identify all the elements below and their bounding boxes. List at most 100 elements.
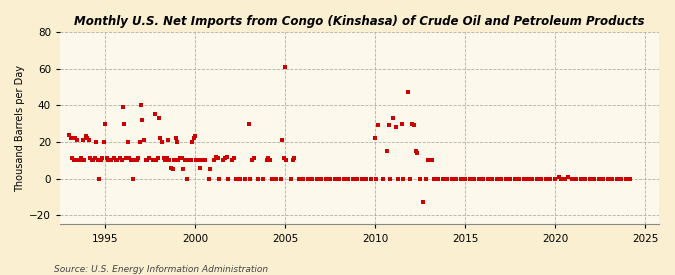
Point <box>371 177 382 181</box>
Point <box>275 177 286 181</box>
Point <box>110 158 121 163</box>
Point <box>70 136 80 141</box>
Point <box>316 177 327 181</box>
Point <box>182 177 193 181</box>
Point <box>298 177 308 181</box>
Point <box>192 158 203 163</box>
Point <box>509 177 520 181</box>
Point <box>97 156 107 161</box>
Point <box>347 177 358 181</box>
Point <box>541 177 551 181</box>
Point <box>95 158 106 163</box>
Point <box>580 177 591 181</box>
Point <box>320 177 331 181</box>
Point <box>410 149 421 153</box>
Point <box>277 138 288 142</box>
Point <box>293 177 304 181</box>
Point <box>563 175 574 179</box>
Point <box>119 122 130 126</box>
Point <box>433 177 443 181</box>
Point <box>134 140 145 144</box>
Point <box>209 158 220 163</box>
Title: Monthly U.S. Net Imports from Congo (Kinshasa) of Crude Oil and Petroleum Produc: Monthly U.S. Net Imports from Congo (Kin… <box>74 15 645 28</box>
Point <box>126 158 136 163</box>
Point <box>117 105 128 109</box>
Point <box>194 166 205 170</box>
Point <box>139 138 150 142</box>
Point <box>325 177 335 181</box>
Point <box>575 177 586 181</box>
Point <box>427 158 437 163</box>
Point <box>343 177 354 181</box>
Point <box>173 158 184 163</box>
Point <box>151 158 161 163</box>
Point <box>381 149 392 153</box>
Point <box>365 177 376 181</box>
Point <box>441 177 452 181</box>
Point <box>244 122 254 126</box>
Point <box>536 177 547 181</box>
Point <box>153 156 163 161</box>
Point <box>246 158 257 163</box>
Point <box>518 177 529 181</box>
Point <box>219 156 230 161</box>
Point <box>213 177 224 181</box>
Point <box>607 177 618 181</box>
Point <box>460 177 470 181</box>
Point <box>593 177 604 181</box>
Point <box>170 136 181 141</box>
Point <box>487 177 497 181</box>
Point <box>549 177 560 181</box>
Point <box>73 158 84 163</box>
Point <box>218 158 229 163</box>
Point <box>101 156 112 161</box>
Point <box>211 155 221 159</box>
Point <box>178 167 188 172</box>
Point <box>566 177 577 181</box>
Point <box>522 177 533 181</box>
Point <box>72 138 82 142</box>
Point <box>333 177 344 181</box>
Point <box>422 158 433 163</box>
Point <box>89 156 100 161</box>
Point <box>446 177 457 181</box>
Point <box>279 65 290 69</box>
Point <box>402 90 413 95</box>
Point <box>360 177 371 181</box>
Point <box>85 156 96 161</box>
Point <box>92 158 103 163</box>
Point <box>235 177 246 181</box>
Point <box>428 177 439 181</box>
Point <box>176 156 187 161</box>
Point <box>451 177 462 181</box>
Point <box>166 166 177 170</box>
Point <box>584 177 595 181</box>
Point <box>122 140 133 144</box>
Point <box>602 177 613 181</box>
Point <box>171 140 182 144</box>
Point <box>185 158 196 163</box>
Point <box>398 177 409 181</box>
Point <box>545 177 556 181</box>
Point <box>527 177 538 181</box>
Point <box>248 156 259 161</box>
Point <box>229 156 240 161</box>
Point <box>370 136 381 141</box>
Point <box>76 156 86 161</box>
Point <box>306 177 317 181</box>
Point <box>115 156 126 161</box>
Point <box>203 177 214 181</box>
Point <box>63 133 74 137</box>
Point <box>478 177 489 181</box>
Point <box>116 158 127 163</box>
Point <box>278 156 289 161</box>
Point <box>136 103 146 108</box>
Point <box>90 140 101 144</box>
Point <box>124 156 134 161</box>
Point <box>373 123 383 128</box>
Point <box>109 156 119 161</box>
Point <box>245 177 256 181</box>
Point <box>302 177 313 181</box>
Point <box>352 177 362 181</box>
Point <box>86 158 97 163</box>
